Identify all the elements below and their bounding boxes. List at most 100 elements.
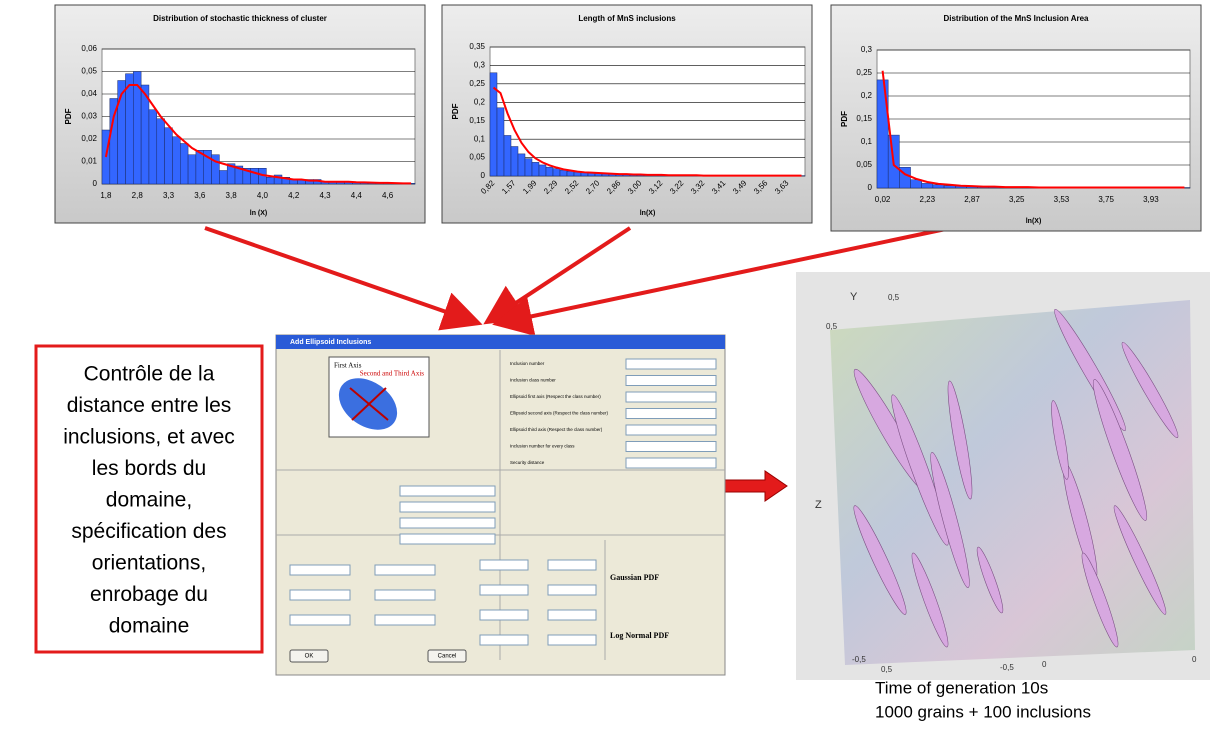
annotation-box — [34, 344, 264, 654]
text-field — [625, 441, 717, 452]
field-label: Ellipsoid first axis (Respect the class … — [510, 394, 601, 399]
fit-line — [881, 70, 1185, 189]
y-tick-label: 0,01 — [81, 157, 97, 166]
chart: 00,050,10,150,20,250,30,350,82 1,57 1,99 2,… — [441, 4, 813, 224]
field-label: Security distance — [510, 460, 545, 465]
y-tick-label: 0,05 — [856, 160, 872, 169]
bar — [932, 184, 945, 189]
dialog: Add Ellipsoid Inclusions First AxisSecond… — [275, 334, 726, 676]
bar — [503, 135, 512, 177]
axis-label: Z — [815, 499, 822, 511]
x-tick-label: 1,8 — [100, 191, 112, 200]
inclusion — [891, 394, 949, 546]
bar — [125, 73, 134, 185]
x-tick-label: 4,4 — [351, 191, 363, 200]
bar — [524, 158, 533, 177]
dialog-titlebar — [276, 335, 725, 349]
text-field — [399, 517, 496, 529]
text-field — [289, 614, 351, 626]
inclusion — [853, 505, 907, 615]
text-field — [479, 584, 529, 596]
bar — [899, 167, 911, 189]
button-label: Cancel — [438, 654, 457, 660]
annotation-line: inclusions, et avec — [63, 426, 235, 449]
y-tick-label: 0,2 — [474, 97, 486, 106]
annotation-line: domaine, — [106, 489, 192, 512]
text-field — [479, 634, 529, 646]
text-field — [625, 391, 717, 403]
y-tick-label: 0,06 — [81, 44, 97, 53]
y-tick-label: 0,04 — [81, 89, 97, 98]
field-label: Ellipsoid third axis (Respect the class … — [510, 427, 603, 432]
x-tick-label: 2,23 — [920, 195, 936, 204]
x-axis-label: ln(X) — [1026, 218, 1042, 225]
arrow — [204, 226, 483, 331]
bar — [538, 164, 547, 177]
text-field — [625, 457, 717, 469]
text-field — [625, 424, 717, 436]
axis-label: Y — [850, 291, 858, 303]
x-tick-label: 4,0 — [257, 191, 269, 200]
axis-label: -0,5 — [1000, 663, 1014, 672]
inclusion — [1113, 505, 1167, 615]
annotation-line: orientations, — [92, 552, 206, 575]
dialog-button[interactable] — [427, 649, 467, 663]
bar — [876, 79, 889, 189]
text-field — [479, 609, 529, 621]
bar — [187, 154, 197, 185]
field-label: Inclusion number — [510, 361, 545, 366]
y-tick-label: 0,1 — [474, 134, 486, 143]
annotation-line: Contrôle de la — [84, 363, 215, 386]
bar — [559, 169, 568, 177]
chart-title: Distribution of the MnS Inclusion Area — [943, 14, 1089, 23]
text-field — [399, 501, 496, 513]
y-axis-label: PDF — [840, 111, 849, 127]
y-tick-label: 0,15 — [856, 114, 872, 123]
text-field — [374, 589, 436, 601]
bar — [250, 168, 259, 185]
axis-label: 0 — [1192, 655, 1197, 664]
cube — [830, 300, 1195, 665]
x-tick-label: 2,87 — [964, 195, 980, 204]
annotation-line: spécification des — [71, 520, 226, 543]
text-field — [399, 533, 496, 545]
x-tick-label: 3,3 — [163, 191, 175, 200]
x-tick-label: 4,6 — [382, 191, 394, 200]
dialog-button[interactable] — [289, 649, 329, 663]
diagram-label: Second and Third Axis — [360, 370, 425, 378]
y-axis-label: PDF — [451, 103, 460, 119]
field-label: Inclusion class number — [510, 378, 556, 383]
text-field — [547, 609, 597, 621]
chart: 0 0,01 0,02 0,03 0,04 0,05 0,06 1,8 2,8 3,3 3,6 3,8… — [54, 4, 426, 224]
render-3d — [796, 272, 1210, 680]
y-tick-label: 0,3 — [474, 61, 486, 70]
fit-line — [104, 84, 412, 185]
x-tick-label: 3,8 — [226, 191, 238, 200]
text-field — [289, 589, 351, 601]
bar — [510, 146, 519, 177]
bar — [517, 153, 526, 177]
inclusions — [853, 308, 1179, 648]
inclusion — [1092, 379, 1148, 521]
x-tick-label: 4,2 — [288, 191, 300, 200]
bar — [211, 154, 220, 185]
caption: 1000 grains + 100 inclusions — [875, 702, 1091, 721]
inclusion — [1051, 400, 1069, 480]
bar — [156, 118, 165, 185]
text-field — [374, 564, 436, 576]
inclusion — [930, 452, 970, 588]
y-tick-label: 0,25 — [469, 79, 485, 88]
bar — [545, 166, 554, 177]
y-tick-label: 0 — [868, 183, 873, 192]
y-tick-label: 0 — [481, 171, 486, 180]
y-axis-label: PDF — [64, 108, 73, 124]
bar — [552, 168, 561, 177]
text-field — [625, 408, 717, 419]
fit-line — [492, 86, 802, 177]
arrows — [204, 224, 961, 336]
field-label: Ellipsoid second axis (Respect the class… — [510, 411, 609, 416]
x-tick-label: 3,6 — [194, 191, 206, 200]
arrow — [483, 226, 632, 325]
